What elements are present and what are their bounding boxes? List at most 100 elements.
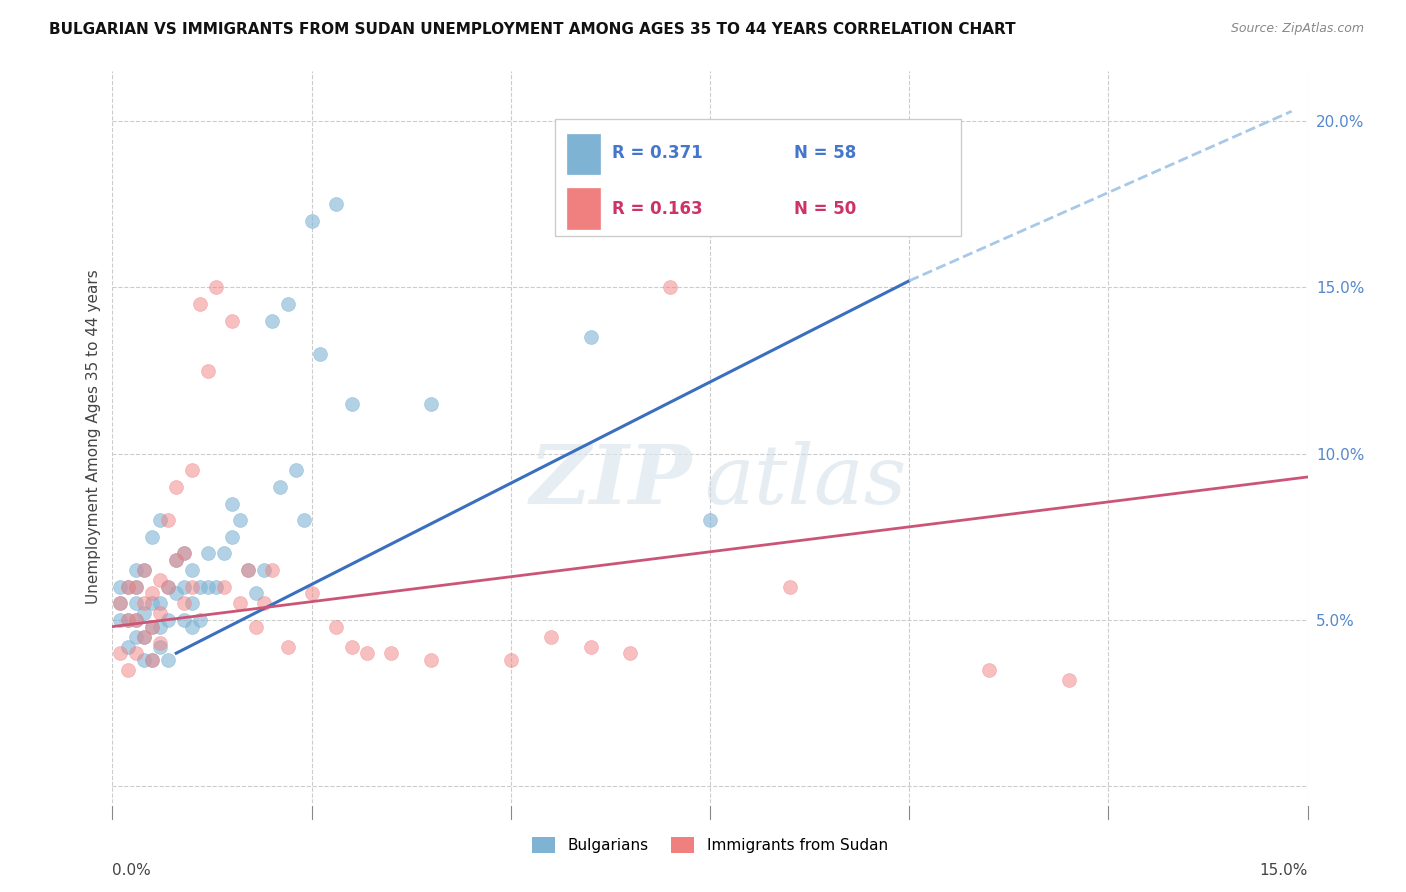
Point [157, 580, 180, 594]
Point [110, 596, 132, 610]
Point [181, 563, 204, 577]
Point [221, 497, 243, 511]
Point [125, 563, 148, 577]
Point [149, 573, 172, 587]
Point [181, 580, 204, 594]
Point [149, 596, 172, 610]
Point [141, 596, 163, 610]
Point [173, 580, 195, 594]
Point [117, 580, 139, 594]
Point [173, 546, 195, 560]
Point [197, 546, 219, 560]
Text: Source: ZipAtlas.com: Source: ZipAtlas.com [1230, 22, 1364, 36]
Point [134, 563, 156, 577]
Point [1057, 673, 1080, 687]
Point [117, 640, 139, 654]
Point [141, 619, 163, 633]
Text: R = 0.163: R = 0.163 [612, 200, 703, 218]
Text: 15.0%: 15.0% [1260, 863, 1308, 878]
Point [699, 513, 721, 527]
Point [420, 397, 443, 411]
Point [110, 580, 132, 594]
FancyBboxPatch shape [567, 188, 600, 228]
Point [173, 596, 195, 610]
Point [141, 653, 163, 667]
Point [157, 613, 180, 627]
Point [277, 297, 299, 311]
Point [165, 553, 187, 567]
Point [229, 513, 252, 527]
Point [125, 580, 148, 594]
Point [325, 619, 347, 633]
Point [125, 613, 148, 627]
Point [157, 580, 180, 594]
Text: R = 0.371: R = 0.371 [612, 145, 703, 162]
Point [540, 630, 562, 644]
Point [149, 607, 172, 621]
Point [301, 586, 323, 600]
Point [117, 613, 139, 627]
Y-axis label: Unemployment Among Ages 35 to 44 years: Unemployment Among Ages 35 to 44 years [86, 269, 101, 605]
Point [205, 580, 228, 594]
Point [134, 607, 156, 621]
Point [188, 580, 211, 594]
Point [141, 653, 163, 667]
Point [579, 330, 602, 344]
Point [380, 646, 402, 660]
Point [301, 214, 323, 228]
Text: 0.0%: 0.0% [112, 863, 152, 878]
Text: atlas: atlas [704, 441, 907, 521]
Point [212, 580, 235, 594]
Point [141, 586, 163, 600]
Point [134, 630, 156, 644]
Point [173, 613, 195, 627]
Point [149, 619, 172, 633]
Point [110, 596, 132, 610]
Point [181, 619, 204, 633]
Point [245, 586, 267, 600]
Point [212, 546, 235, 560]
Point [117, 580, 139, 594]
Point [236, 563, 259, 577]
Point [157, 513, 180, 527]
Point [292, 513, 315, 527]
Text: BULGARIAN VS IMMIGRANTS FROM SUDAN UNEMPLOYMENT AMONG AGES 35 TO 44 YEARS CORREL: BULGARIAN VS IMMIGRANTS FROM SUDAN UNEMP… [49, 22, 1015, 37]
Point [173, 546, 195, 560]
Point [779, 580, 801, 594]
Point [134, 630, 156, 644]
Point [125, 646, 148, 660]
FancyBboxPatch shape [567, 134, 600, 174]
Point [165, 553, 187, 567]
Point [236, 563, 259, 577]
Point [221, 314, 243, 328]
Point [253, 596, 276, 610]
Point [284, 463, 307, 477]
Point [269, 480, 291, 494]
Point [181, 596, 204, 610]
Text: ZIP: ZIP [530, 441, 692, 521]
Point [165, 586, 187, 600]
Point [197, 580, 219, 594]
Point [110, 646, 132, 660]
Point [125, 630, 148, 644]
Point [499, 653, 522, 667]
Point [619, 646, 641, 660]
Point [110, 613, 132, 627]
Point [659, 280, 682, 294]
Text: N = 50: N = 50 [794, 200, 856, 218]
Point [141, 530, 163, 544]
Point [253, 563, 276, 577]
Point [157, 653, 180, 667]
Point [977, 663, 1000, 677]
Point [134, 596, 156, 610]
Point [141, 619, 163, 633]
Point [165, 480, 187, 494]
Point [149, 513, 172, 527]
Point [197, 363, 219, 377]
FancyBboxPatch shape [554, 119, 962, 235]
Point [134, 563, 156, 577]
Point [579, 640, 602, 654]
Point [340, 397, 363, 411]
Point [277, 640, 299, 654]
Point [205, 280, 228, 294]
